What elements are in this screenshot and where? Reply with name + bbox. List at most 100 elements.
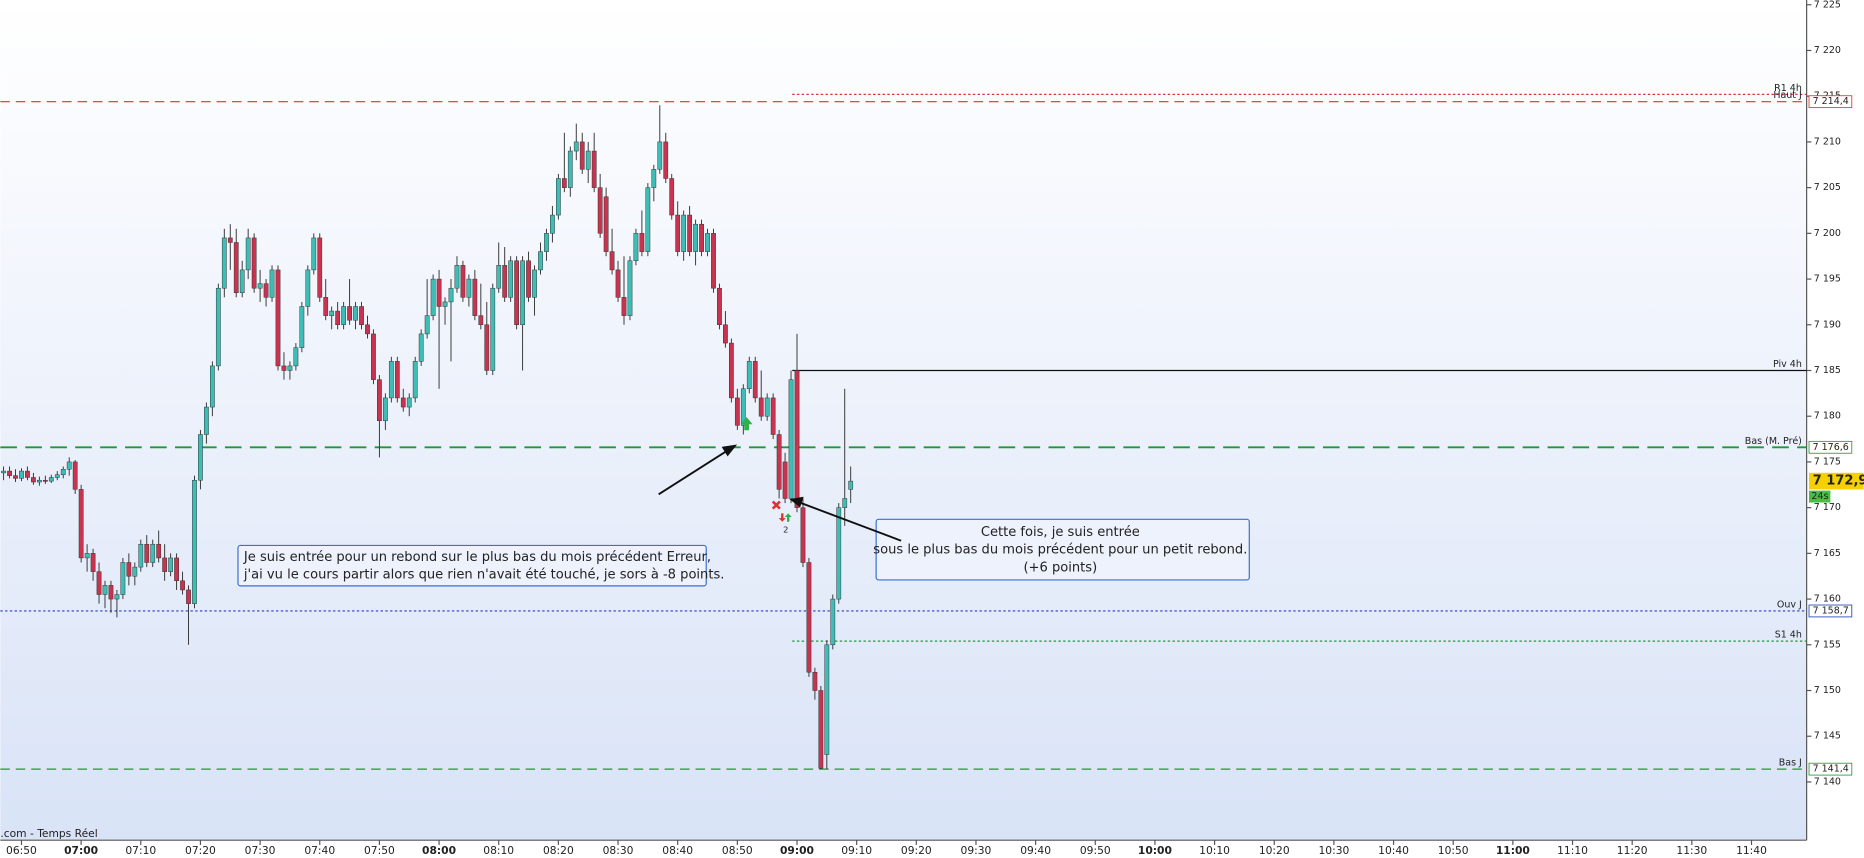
level-value-box bbox=[1808, 762, 1853, 776]
candle-body bbox=[824, 644, 830, 755]
candle-body bbox=[681, 214, 687, 252]
candle-body bbox=[257, 283, 263, 289]
candle-body bbox=[281, 365, 287, 371]
level-value-box bbox=[1808, 95, 1853, 109]
y-tick-label: 7 190 bbox=[1814, 319, 1841, 330]
candle-body bbox=[472, 278, 478, 316]
level-name: S1 4h bbox=[1775, 630, 1802, 641]
candle-body bbox=[734, 397, 740, 426]
candle-body bbox=[514, 260, 519, 326]
candle-body bbox=[192, 479, 197, 604]
candle-body bbox=[394, 361, 400, 399]
last-price-label: 7 172,9 bbox=[1813, 474, 1864, 489]
candle-body bbox=[544, 233, 549, 252]
candle-body bbox=[323, 297, 329, 316]
x-tick-label: 11:30 bbox=[1676, 844, 1707, 857]
candle-body bbox=[132, 566, 138, 577]
y-tick-label: 7 170 bbox=[1814, 502, 1841, 513]
x-tick-label: 09:30 bbox=[961, 844, 992, 857]
x-tick-label: 07:40 bbox=[304, 844, 335, 857]
candle-body bbox=[353, 306, 358, 321]
x-tick-label: 10:00 bbox=[1138, 844, 1172, 857]
y-tick-label: 7 155 bbox=[1814, 639, 1841, 650]
y-tick-label: 7 175 bbox=[1814, 456, 1841, 467]
y-tick-label: 7 165 bbox=[1814, 548, 1841, 559]
annotation-text: j'ai vu le cours partir alors que rien n… bbox=[243, 568, 725, 583]
y-tick-label: 7 225 bbox=[1814, 0, 1841, 10]
candle-body bbox=[711, 233, 716, 289]
candle-body bbox=[705, 233, 710, 252]
candle-body bbox=[36, 479, 42, 483]
candle-body bbox=[836, 507, 842, 600]
candle-body bbox=[418, 333, 424, 362]
candle-body bbox=[263, 283, 269, 298]
candle-body bbox=[567, 150, 573, 188]
candle-body bbox=[556, 178, 561, 216]
level-value-box bbox=[1808, 440, 1853, 454]
candle-body bbox=[788, 379, 794, 499]
x-tick-label: 08:00 bbox=[422, 844, 456, 857]
candle-body bbox=[633, 233, 639, 262]
sell-icon bbox=[771, 500, 781, 510]
candle-body bbox=[615, 269, 621, 298]
x-tick-label: 08:20 bbox=[543, 844, 574, 857]
candle-body bbox=[460, 265, 466, 298]
candle-body bbox=[442, 301, 448, 307]
candle-body bbox=[138, 543, 144, 568]
y-tick-label: 7 160 bbox=[1814, 594, 1841, 605]
candle-body bbox=[699, 223, 704, 252]
candle-body bbox=[770, 397, 776, 435]
candle-body bbox=[233, 242, 239, 294]
candle-body bbox=[484, 324, 490, 371]
candle-body bbox=[317, 237, 323, 298]
candle-body bbox=[645, 187, 651, 252]
candle-body bbox=[84, 553, 90, 559]
candle-body bbox=[120, 562, 126, 595]
candle-body bbox=[25, 470, 30, 478]
arrow-head bbox=[721, 444, 738, 457]
candle-body bbox=[693, 223, 698, 252]
candle-body bbox=[717, 287, 722, 326]
candle-body bbox=[776, 434, 782, 490]
candle-body bbox=[621, 297, 627, 316]
candle-body bbox=[48, 477, 54, 482]
candle-body bbox=[186, 589, 191, 604]
candle-body bbox=[502, 265, 508, 298]
timer-label: 24s bbox=[1811, 491, 1828, 502]
arrow bbox=[658, 449, 729, 496]
candle-body bbox=[239, 269, 245, 294]
candle-body bbox=[168, 557, 173, 572]
candle-body bbox=[78, 489, 84, 559]
candle-body bbox=[90, 553, 96, 572]
candle-body bbox=[400, 397, 406, 408]
candle-body bbox=[7, 470, 12, 476]
arrow bbox=[799, 501, 902, 542]
candle-body bbox=[144, 543, 150, 563]
x-tick-label: 07:20 bbox=[185, 844, 216, 857]
level-name: Haut J bbox=[1773, 90, 1802, 101]
x-tick-label: 10:10 bbox=[1199, 844, 1230, 857]
x-tick-label: 11:10 bbox=[1557, 844, 1588, 857]
candle-body bbox=[335, 310, 341, 326]
annotation-box bbox=[875, 518, 1250, 581]
candle-body bbox=[466, 278, 472, 298]
x-tick-label: 07:50 bbox=[364, 844, 395, 857]
candle-body bbox=[72, 461, 78, 490]
level-value-label: 7 176,6 bbox=[1813, 442, 1849, 453]
candle-body bbox=[96, 571, 102, 595]
x-tick-label: 07:00 bbox=[64, 844, 98, 857]
level-name: Bas J bbox=[1779, 758, 1802, 769]
candle-body bbox=[347, 306, 352, 321]
candle-body bbox=[388, 361, 394, 399]
candle-body bbox=[305, 269, 311, 307]
candle-body bbox=[609, 251, 615, 271]
candle-body bbox=[150, 543, 156, 563]
candle-body bbox=[663, 141, 669, 179]
candle-body bbox=[478, 315, 484, 326]
candle-body bbox=[496, 265, 502, 289]
candle-body bbox=[532, 269, 537, 298]
candle-body bbox=[54, 474, 60, 478]
candle-body bbox=[669, 178, 675, 216]
level-value-label: 7 214,4 bbox=[1813, 96, 1849, 107]
x-tick-label: 08:40 bbox=[662, 844, 693, 857]
